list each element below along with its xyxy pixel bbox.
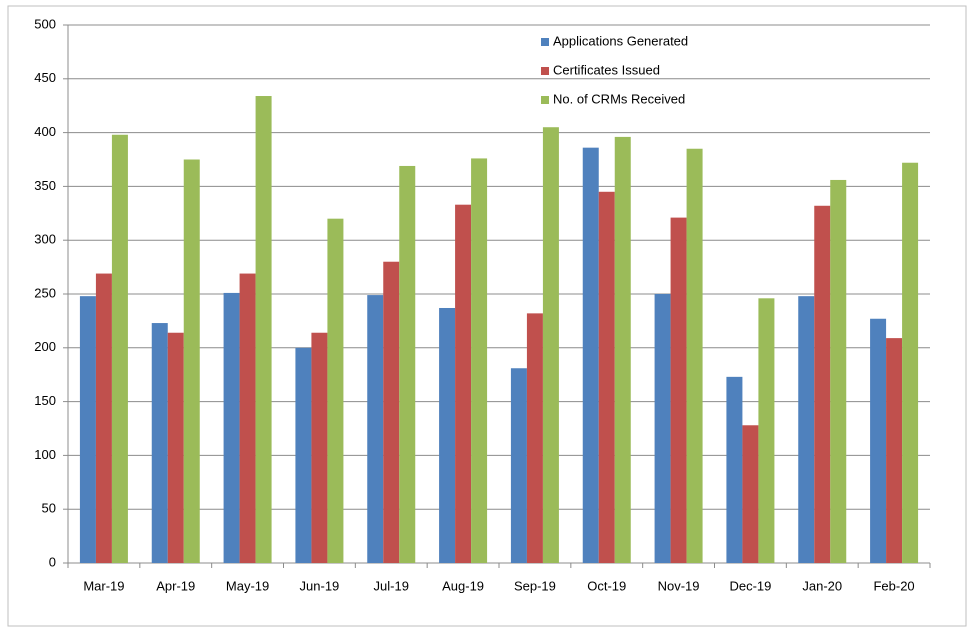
x-tick-label: Jul-19 [374, 578, 409, 593]
x-tick-label: Mar-19 [83, 578, 124, 593]
bar [870, 318, 887, 563]
x-tick-label: Nov-19 [658, 578, 700, 593]
bar [758, 298, 775, 563]
bar [367, 295, 384, 563]
bar [167, 332, 184, 563]
x-tick-label: Jan-20 [802, 578, 842, 593]
bar [798, 296, 815, 563]
x-tick-label: Oct-19 [587, 578, 626, 593]
bar [726, 376, 743, 563]
bar [654, 294, 671, 563]
bar [151, 323, 168, 563]
bar [598, 191, 615, 563]
bar [902, 162, 919, 563]
legend-label: Applications Generated [553, 33, 688, 48]
legend-label: Certificates Issued [553, 62, 660, 77]
bar [383, 261, 400, 563]
bar [183, 159, 200, 563]
bar [471, 158, 488, 563]
bar [686, 148, 703, 564]
bar [510, 368, 527, 563]
bar [814, 205, 831, 563]
bar [327, 218, 344, 563]
bar [311, 332, 328, 563]
bar [79, 296, 96, 563]
bar [582, 147, 599, 563]
y-tick-label: 200 [34, 339, 56, 354]
bar [95, 273, 112, 563]
bar [295, 347, 312, 563]
bar [255, 96, 272, 564]
y-tick-label: 500 [34, 16, 56, 31]
y-tick-label: 450 [34, 70, 56, 85]
x-tick-label: Jun-19 [300, 578, 340, 593]
y-tick-label: 50 [42, 501, 56, 516]
y-tick-label: 350 [34, 178, 56, 193]
legend-label: No. of CRMs Received [553, 91, 685, 106]
y-tick-label: 100 [34, 447, 56, 462]
legend-swatch [541, 67, 549, 75]
y-tick-label: 0 [49, 554, 56, 569]
bar [670, 217, 687, 563]
x-tick-label: Dec-19 [729, 578, 771, 593]
x-tick-label: Sep-19 [514, 578, 556, 593]
y-tick-label: 300 [34, 232, 56, 247]
bar [455, 204, 472, 563]
bar [239, 273, 256, 563]
bar [439, 307, 456, 563]
bar [614, 136, 631, 564]
x-tick-label: Feb-20 [873, 578, 914, 593]
bar [526, 313, 543, 563]
bar [830, 179, 847, 563]
bar [111, 134, 128, 563]
legend-swatch [541, 38, 549, 46]
x-tick-label: May-19 [226, 578, 269, 593]
x-tick-label: Apr-19 [156, 578, 195, 593]
y-tick-label: 150 [34, 393, 56, 408]
bar [223, 292, 240, 563]
bar [542, 127, 559, 563]
bar [742, 425, 759, 563]
bar [886, 338, 903, 563]
bar [399, 165, 416, 563]
y-tick-label: 400 [34, 124, 56, 139]
y-tick-label: 250 [34, 285, 56, 300]
x-tick-label: Aug-19 [442, 578, 484, 593]
legend-swatch [541, 96, 549, 104]
